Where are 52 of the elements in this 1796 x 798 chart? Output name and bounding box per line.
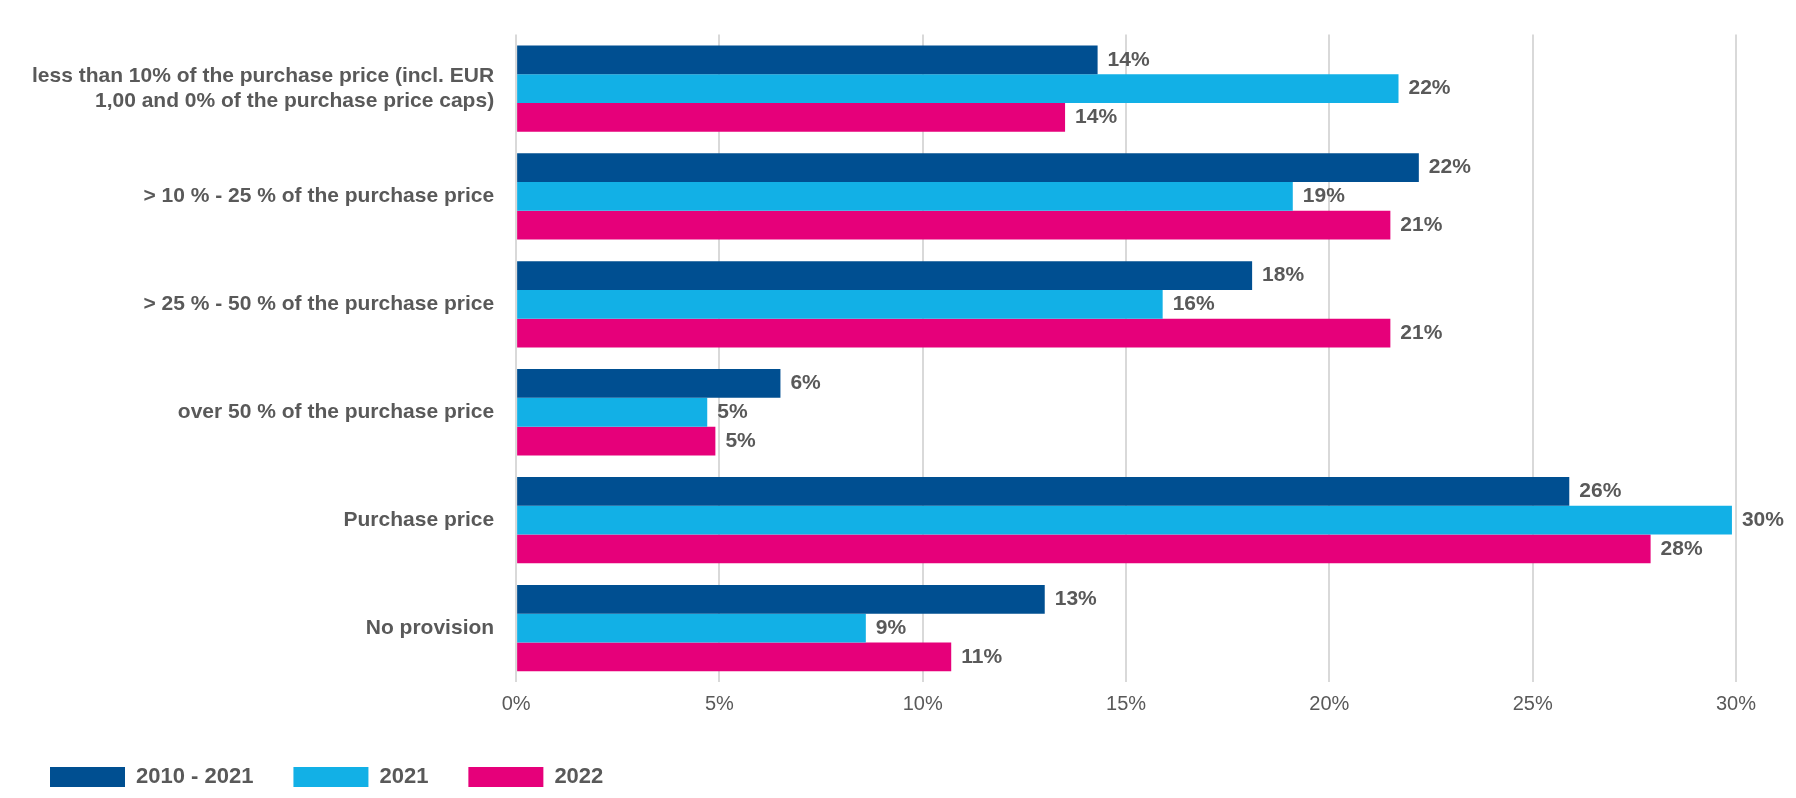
data-label: 28% [1660, 535, 1703, 559]
y-tick-label: over 50 % of the purchase price [177, 399, 495, 423]
bar [517, 74, 1399, 103]
x-tick-label: 25% [1512, 691, 1553, 714]
data-label: 22% [1428, 154, 1472, 178]
bar [517, 289, 1163, 319]
data-label: 22% [1408, 75, 1451, 99]
bar [517, 261, 1253, 290]
data-label: 14% [1075, 104, 1118, 128]
bar [517, 505, 1732, 535]
data-label: 14% [1107, 46, 1150, 70]
y-tick-label: less than 10% of the purchase price (incl. EUR 1,00 and 0% of the purchase price caps) [31, 62, 495, 111]
data-label: 30% [1741, 506, 1785, 530]
bar [517, 642, 952, 672]
x-tick-label: 15% [1106, 691, 1147, 714]
bar [517, 102, 1066, 132]
data-label: 9% [875, 614, 907, 638]
x-tick-label: 5% [704, 691, 735, 714]
data-label: 19% [1302, 183, 1346, 207]
bar [517, 210, 1391, 240]
bar [517, 182, 1293, 211]
data-label: 18% [1262, 262, 1305, 286]
data-label: 21% [1400, 319, 1443, 343]
y-tick-label: Purchase price [343, 506, 495, 530]
bar [517, 584, 1045, 614]
y-tick-label: > 10 % - 25 % of the purchase price [143, 183, 495, 207]
data-label: 5% [717, 399, 748, 423]
x-tick-label: 0% [501, 691, 531, 714]
bar [517, 318, 1391, 348]
legend-label: 2022 [554, 763, 604, 789]
data-label: 11% [961, 643, 1003, 667]
bar [517, 369, 781, 398]
legend-label: 2021 [379, 763, 429, 789]
bar [517, 45, 1098, 75]
data-label: 5% [725, 427, 757, 451]
bar [517, 613, 866, 643]
bar [517, 426, 716, 456]
bar [517, 534, 1651, 564]
y-tick-label: No provision [365, 614, 495, 638]
x-tick-label: 20% [1309, 691, 1350, 714]
x-tick-label: 30% [1715, 691, 1757, 714]
data-label: 16% [1172, 291, 1216, 315]
y-tick-label: > 25 % - 50 % of the purchase price [143, 291, 495, 315]
x-tick-label: 10% [902, 691, 943, 714]
bar [517, 153, 1419, 183]
data-label: 13% [1054, 586, 1098, 610]
data-label: 21% [1400, 212, 1443, 236]
data-label: 26% [1579, 478, 1622, 502]
legend-label: 2010 - 2021 [136, 763, 254, 789]
bar [517, 397, 708, 427]
data-label: 6% [790, 370, 822, 394]
bar [517, 476, 1570, 506]
